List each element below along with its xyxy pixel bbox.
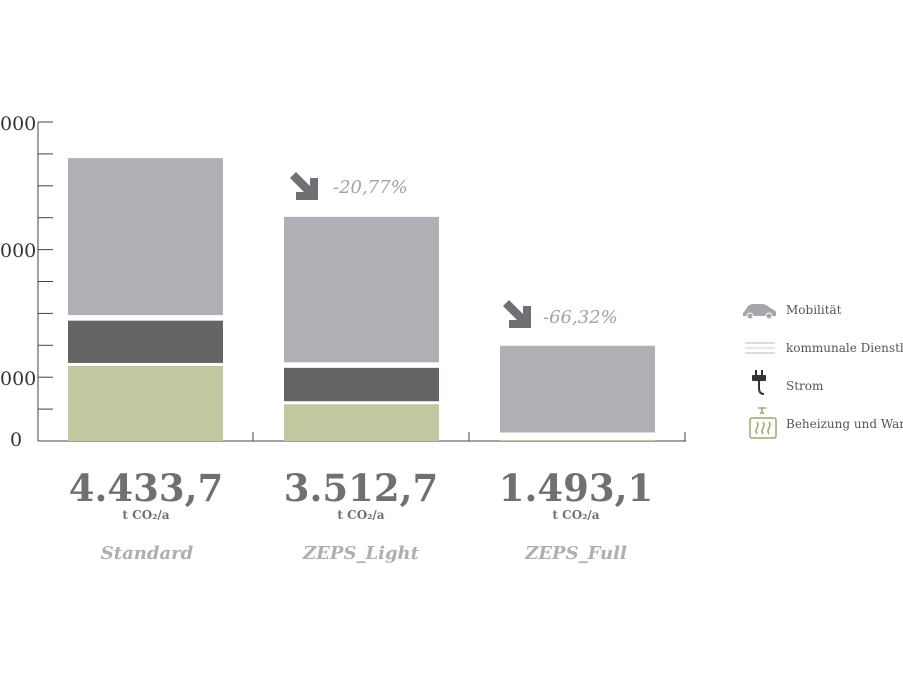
car-icon (743, 304, 776, 320)
bar-segment-zeps-light-2 (284, 366, 439, 403)
legend-label-beheizung: Beheizung und Warr (786, 417, 903, 431)
total-value-standard: 4.433,7 (69, 466, 224, 510)
bar-segment-separator (500, 436, 655, 440)
bar-segment-separator (284, 364, 439, 368)
category-label-zeps-full: ZEPS_Full (524, 543, 627, 564)
bar-segment-separator (500, 435, 655, 439)
y-tick-label: 0 (10, 429, 22, 451)
legend-label-kommunale-dienstleistungen: kommunale Dienstle (786, 341, 903, 355)
lines-icon (745, 342, 775, 354)
bar-stacks (68, 158, 655, 441)
bar-segment-standard-2 (68, 319, 223, 365)
bar-segment-separator (284, 401, 439, 405)
y-tick-label: 000 (0, 368, 36, 390)
y-tick-label: 000 (0, 240, 36, 262)
bar-segment-separator (68, 317, 223, 321)
unit-label: t CO₂/a (552, 508, 599, 522)
legend: Mobilität kommunale Dienstle Strom Behei… (743, 303, 903, 439)
legend-label-strom: Strom (786, 379, 824, 393)
bar-segment-separator (68, 362, 223, 366)
total-value-zeps-light: 3.512,7 (284, 466, 439, 510)
plug-icon (752, 370, 766, 395)
unit-label: t CO₂/a (122, 508, 169, 522)
category-label-zeps-light: ZEPS_Light (302, 543, 420, 564)
change-label-zeps-light: -20,77% (333, 177, 408, 198)
change-label-zeps-full: -66,32% (543, 307, 618, 328)
bar-segment-standard-4 (68, 158, 223, 317)
reduction-arrow-icon (503, 300, 531, 328)
bar-segment-standard-1 (68, 364, 223, 441)
legend-label-mobilitaet: Mobilität (786, 303, 842, 317)
total-value-zeps-full: 1.493,1 (499, 466, 654, 510)
y-tick-label: 000 (0, 113, 36, 135)
heater-icon (749, 407, 777, 439)
bar-segment-zeps-light-1 (284, 402, 439, 441)
x-axis-ticks (252, 432, 686, 441)
category-label-standard: Standard (101, 543, 194, 564)
reduction-arrow-icon (290, 172, 318, 200)
bar-segment-separator (68, 315, 223, 319)
y-axis-ticks (38, 121, 53, 442)
bar-segment-zeps-light-4 (284, 216, 439, 364)
unit-label: t CO₂/a (337, 508, 384, 522)
bar-segment-zeps-full-4 (500, 345, 655, 434)
bar-segment-separator (284, 362, 439, 366)
bar-segment-separator (500, 432, 655, 436)
